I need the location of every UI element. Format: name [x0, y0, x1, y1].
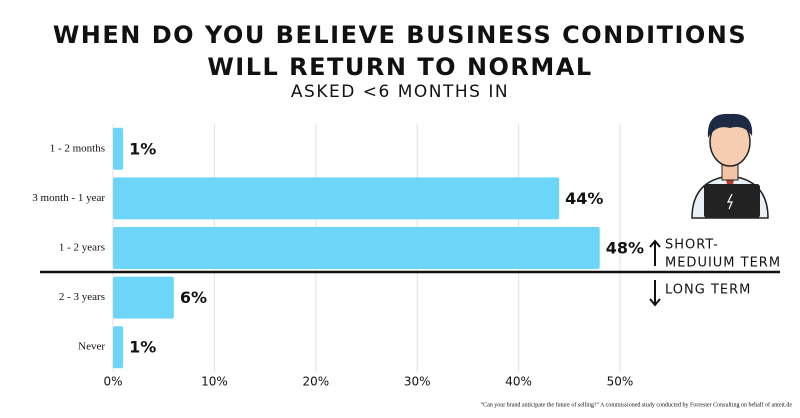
value-label: 1%	[129, 338, 156, 357]
value-label: 1%	[129, 139, 156, 158]
x-tick-label: 20%	[302, 375, 329, 389]
annotation: SHORT-	[665, 238, 719, 253]
value-label: 44%	[565, 189, 603, 208]
x-tick-label: 40%	[505, 375, 532, 389]
illustration	[691, 113, 769, 219]
x-tick-label: 50%	[607, 375, 634, 389]
chart-title: WHEN DO YOU BELIEVE BUSINESS CONDITIONS	[53, 21, 747, 49]
arrow-up	[649, 239, 661, 266]
chart-subtitle: ASKED <6 MONTHS IN	[291, 82, 509, 102]
source-note: "Can your brand anticipate the future of…	[481, 401, 793, 408]
bar	[113, 326, 124, 369]
y-tick-label: Never	[78, 341, 105, 353]
arrow-down	[649, 280, 661, 307]
bar	[113, 177, 560, 220]
x-tick-label: 10%	[201, 375, 228, 389]
bar	[113, 227, 600, 269]
value-label: 48%	[606, 239, 644, 258]
y-tick-label: 3 month - 1 year	[32, 192, 105, 204]
annotation: MEDUIUM TERM	[665, 256, 781, 271]
bar	[113, 127, 124, 170]
value-label: 6%	[180, 288, 207, 307]
y-tick-label: 2 - 3 years	[59, 291, 105, 303]
x-tick-label: 0%	[103, 375, 122, 389]
bar	[113, 276, 174, 319]
chart-title: WILL RETURN TO NORMAL	[207, 53, 592, 81]
annotation: LONG TERM	[665, 283, 751, 298]
y-tick-label: 1 - 2 years	[59, 242, 105, 254]
x-tick-label: 30%	[404, 375, 431, 389]
y-tick-label: 1 - 2 months	[50, 142, 105, 154]
